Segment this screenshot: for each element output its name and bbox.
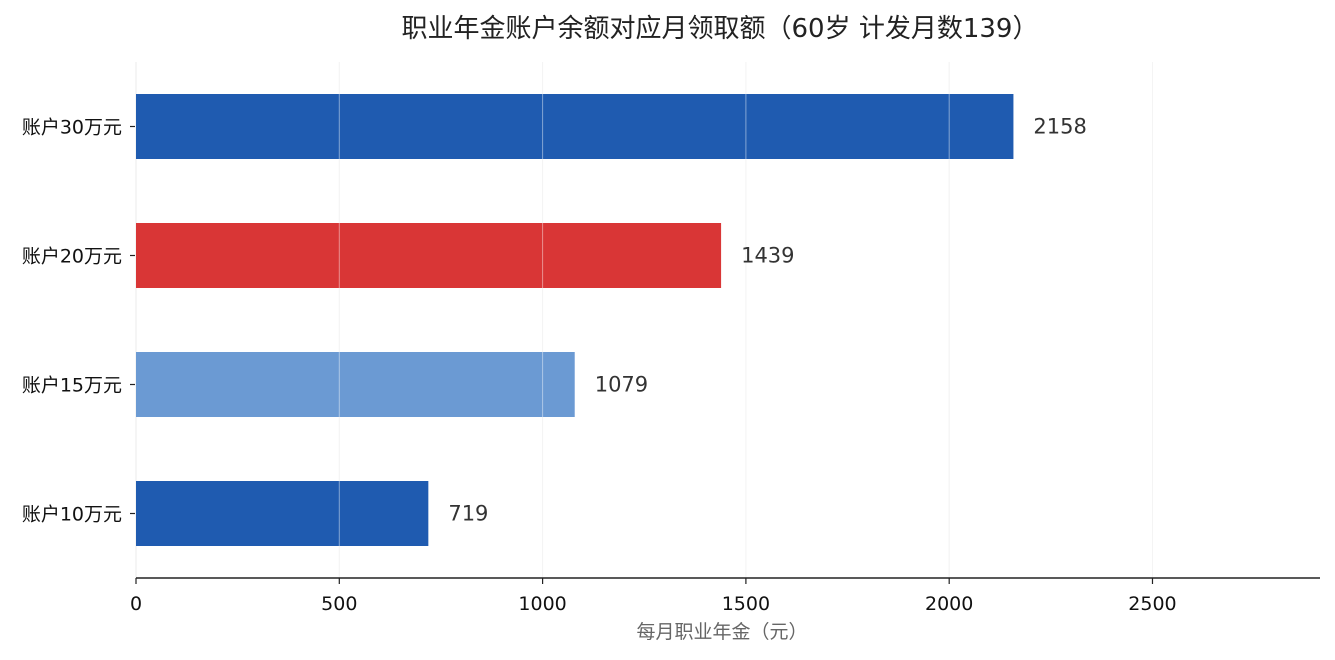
x-tick-label: 2000 [925, 593, 973, 615]
bar [136, 94, 1014, 159]
category-label: 账户30万元 [22, 117, 122, 139]
category-label: 账户10万元 [22, 504, 122, 526]
bar [136, 481, 429, 546]
grid-overlay [338, 62, 1153, 578]
x-tick-label: 500 [321, 593, 357, 615]
labels: 账户30万元 2158 账户20万元 1439 账户15万元 1079 账户10万元 719 0… [22, 115, 1177, 616]
x-axis-title: 每月职业年金（元） [636, 621, 807, 643]
bar [136, 352, 575, 417]
chart-title: 职业年金账户余额对应月领取额（60岁 计发月数139） [402, 14, 1039, 44]
value-label: 719 [448, 502, 488, 526]
category-label: 账户20万元 [22, 246, 122, 268]
x-tick-label: 1000 [518, 593, 566, 615]
axes [130, 125, 1320, 584]
x-tick-label: 1500 [722, 593, 770, 615]
value-label: 1079 [595, 373, 648, 397]
x-tick-label: 2500 [1128, 593, 1176, 615]
x-tick-label: 0 [130, 593, 142, 615]
bars [136, 94, 1014, 546]
category-label: 账户15万元 [22, 375, 122, 397]
value-label: 2158 [1033, 115, 1086, 139]
bar [136, 223, 722, 288]
value-label: 1439 [741, 244, 794, 268]
